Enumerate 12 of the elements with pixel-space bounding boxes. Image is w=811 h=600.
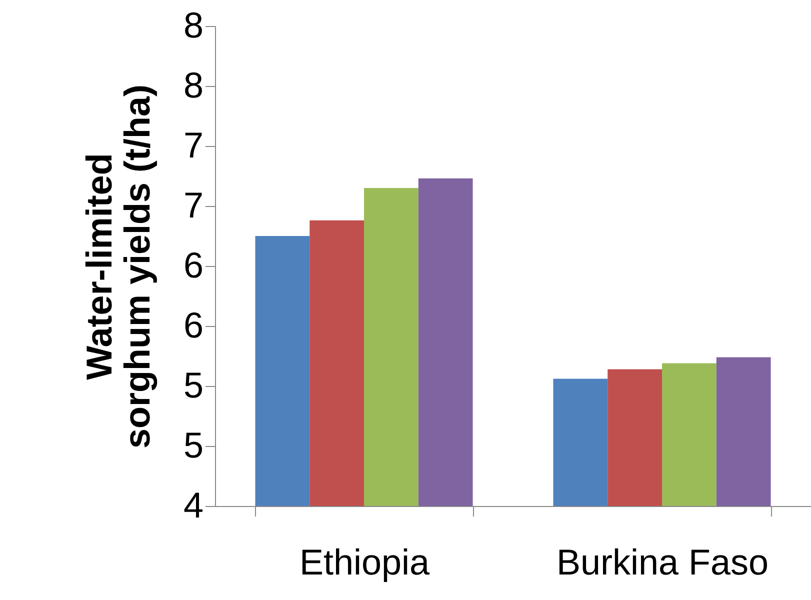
y-tick-label: 7 <box>183 184 204 226</box>
y-axis-title: Water-limited sorghum yields (t/ha) <box>78 84 158 449</box>
y-tick-label: 7 <box>183 124 204 166</box>
x-tick-label: Burkina Faso <box>556 542 769 582</box>
y-tick-label: 8 <box>183 4 204 46</box>
y-tick-label: 5 <box>183 364 204 406</box>
y-tick-label: 5 <box>183 424 204 466</box>
x-tick-label: Ethiopia <box>299 542 431 582</box>
y-tick-label: 4 <box>183 484 204 526</box>
y-tick-label: 8 <box>183 64 204 106</box>
y-tick-label: 6 <box>183 304 204 346</box>
y-tick-label: 6 <box>183 244 204 286</box>
